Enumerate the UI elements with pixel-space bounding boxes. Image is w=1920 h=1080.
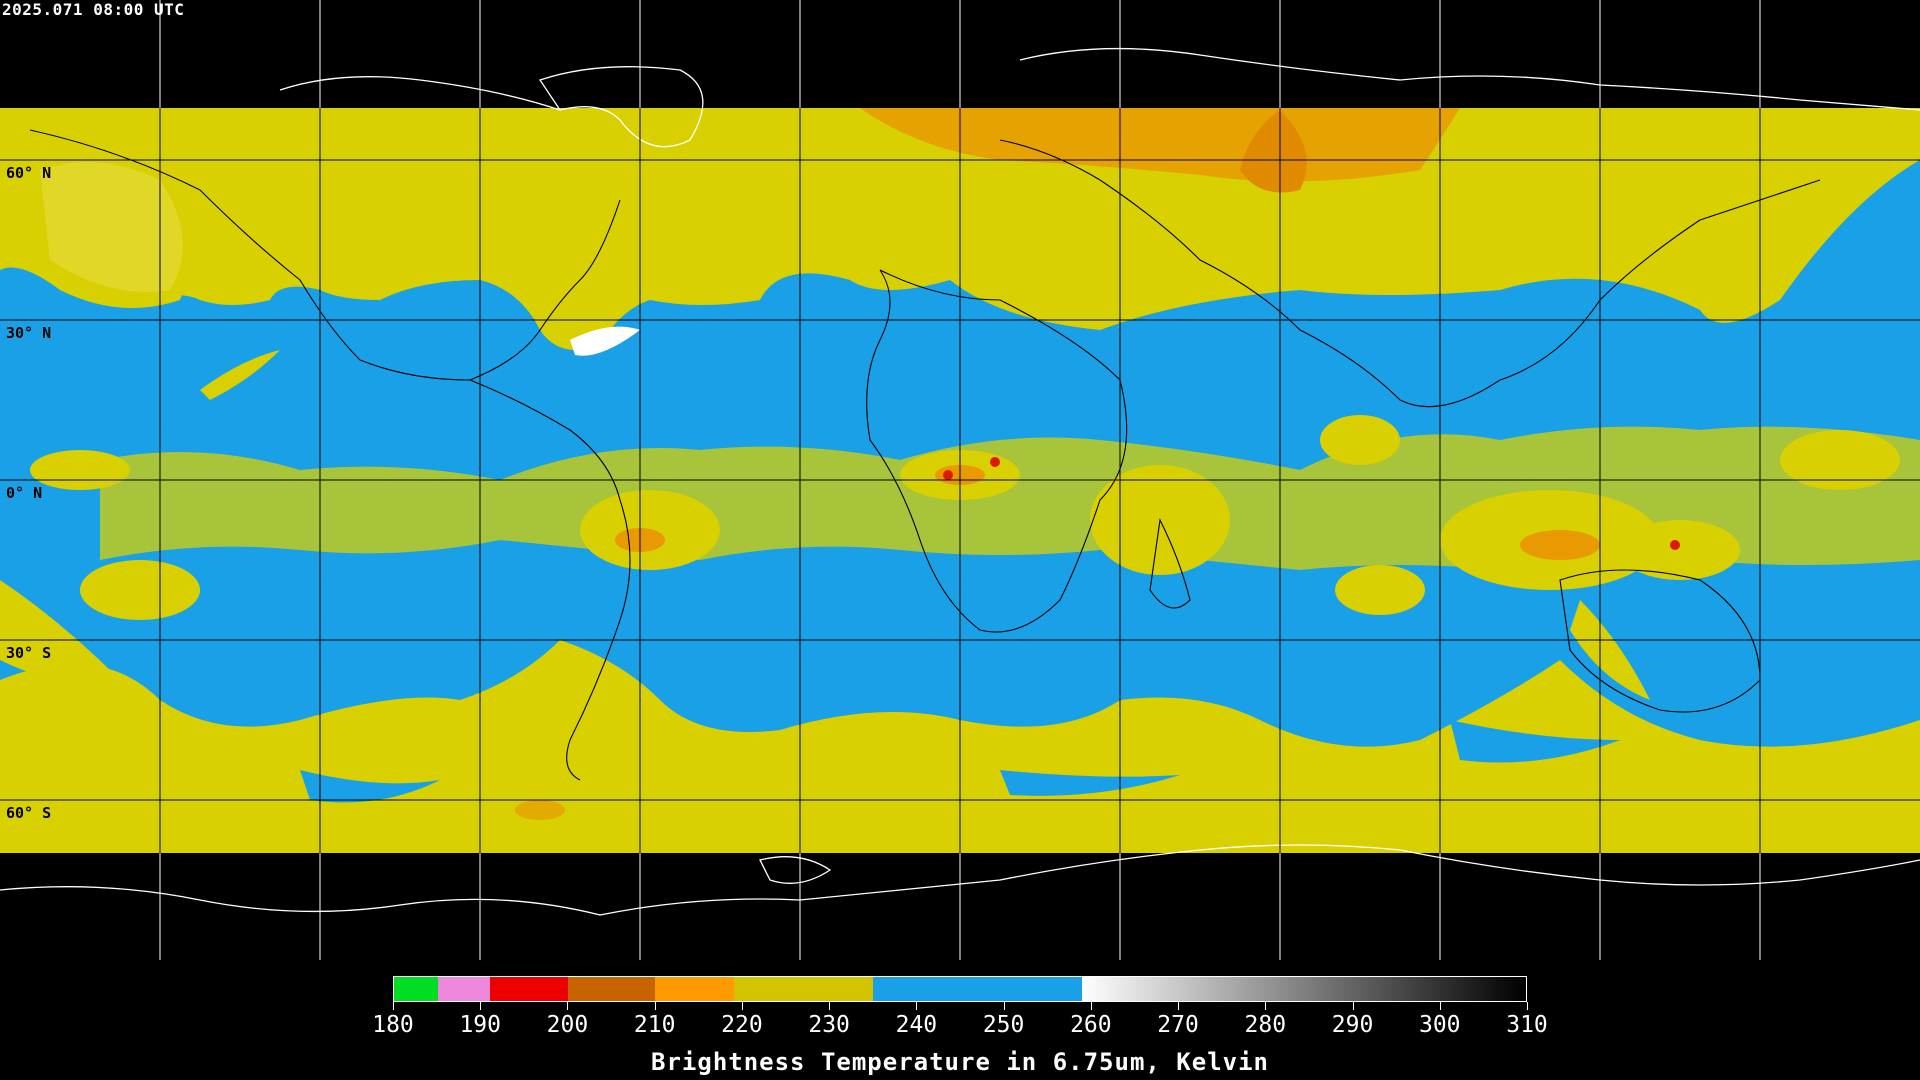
colorbar-tick [1265,1002,1267,1010]
colorbar-segment [1081,977,1527,1001]
colorbar-tick-label: 280 [1244,1012,1287,1038]
lat-label-0n: 0° N [6,484,43,502]
colorbar-tick [1178,1002,1180,1010]
colorbar-segment [394,977,439,1001]
colorbar-tick-label: 310 [1506,1012,1548,1038]
colorbar-tick [1090,1002,1092,1010]
lat-label-60n: 60° N [6,164,52,182]
map-canvas [0,0,1920,960]
water-vapor-map: 2025.071 08:00 UTC 60° N 30° N 0° N 30° … [0,0,1920,960]
timestamp: 2025.071 08:00 UTC [2,0,185,19]
colorbar-segment [568,977,656,1001]
colorbar-tick [916,1002,918,1010]
colorbar-tick-label: 260 [1070,1012,1112,1038]
lat-label-60s: 60° S [6,804,52,822]
colorbar-tick [654,1002,656,1010]
lat-label-30n: 30° N [6,324,52,342]
colorbar-title: Brightness Temperature in 6.75um, Kelvin [651,1048,1269,1076]
colorbar [393,976,1527,1002]
colorbar-tick [829,1002,831,1010]
graticule [0,0,1920,960]
colorbar-tick-label: 300 [1418,1012,1461,1038]
colorbar-tick-label: 290 [1331,1012,1374,1038]
colorbar-tick [393,1002,394,1010]
colorbar-tick-label: 230 [808,1012,850,1038]
colorbar-segment [489,977,569,1001]
colorbar-tick-label: 180 [372,1012,414,1038]
colorbar-tick [1003,1002,1005,1010]
colorbar-tick-label: 270 [1157,1012,1199,1038]
continent-outlines [29,129,1821,781]
tropical-convection [30,415,1920,620]
colorbar-tick-label: 200 [546,1012,589,1038]
colorbar-tick [1352,1002,1354,1010]
coastlines [0,47,1920,916]
colorbar-tick [567,1002,569,1010]
colorbar-tick [741,1002,743,1010]
colorbar-tick-label: 190 [459,1012,501,1038]
colorbar-segment [733,977,874,1001]
colorbar-tick-label: 220 [721,1012,763,1038]
colorbar-tick [1439,1002,1441,1010]
colorbar-tick-label: 210 [633,1012,676,1038]
colorbar-tick-label: 250 [982,1012,1025,1038]
colorbar-tick [1527,1002,1528,1010]
lat-label-30s: 30° S [6,644,52,662]
colorbar-segment [437,977,491,1001]
colorbar-tick-label: 240 [895,1012,938,1038]
colorbar-segment [655,977,735,1001]
colorbar-tick [480,1002,482,1010]
colorbar-segment [872,977,1083,1001]
